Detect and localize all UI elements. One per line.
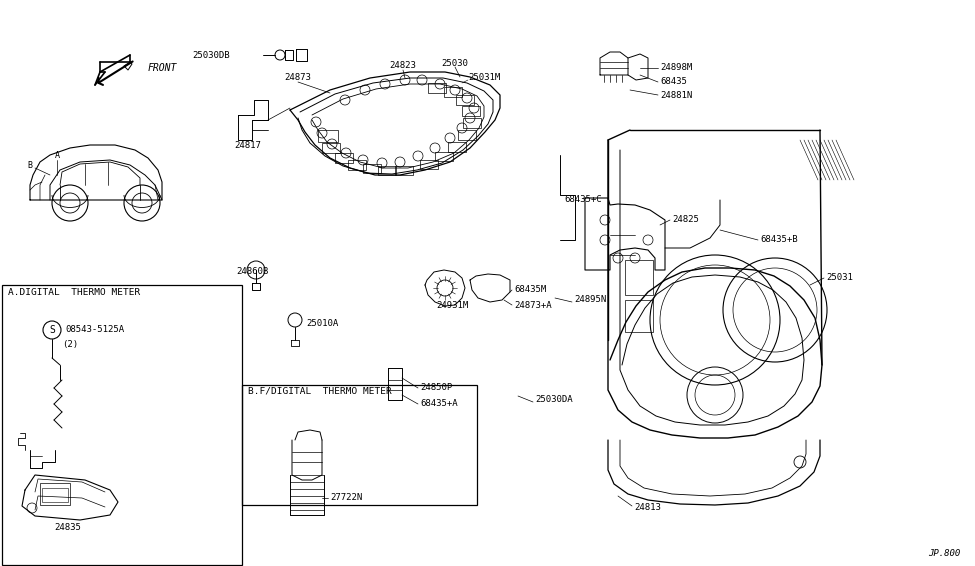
Bar	[40, 483, 70, 505]
Text: 25010A: 25010A	[306, 319, 338, 328]
Text: 24817: 24817	[234, 140, 261, 149]
Text: 27722N: 27722N	[330, 494, 363, 503]
Text: 68435M: 68435M	[514, 285, 546, 294]
Bar	[420, 160, 438, 169]
Bar	[462, 106, 480, 116]
Text: FRONT: FRONT	[148, 63, 177, 73]
Bar	[363, 164, 381, 173]
Bar	[625, 300, 653, 332]
Text: A: A	[55, 151, 59, 160]
Bar	[444, 87, 462, 97]
Bar	[318, 130, 338, 142]
Bar	[625, 260, 653, 295]
Text: 25031: 25031	[826, 273, 853, 282]
Text: 24823: 24823	[390, 62, 416, 71]
Text: 24898M: 24898M	[660, 63, 692, 72]
Bar	[463, 118, 481, 128]
Bar	[456, 95, 474, 105]
Text: S: S	[49, 325, 55, 335]
Bar	[378, 166, 396, 175]
Bar	[395, 166, 413, 175]
Text: 68435+A: 68435+A	[420, 400, 457, 409]
Text: 68435: 68435	[660, 78, 686, 87]
Text: B.F/DIGITAL  THERMO METER: B.F/DIGITAL THERMO METER	[248, 387, 392, 396]
Bar	[2, 285, 242, 565]
Bar	[348, 160, 366, 170]
Text: 24873+A: 24873+A	[514, 301, 552, 310]
Bar	[458, 130, 476, 140]
Bar	[242, 385, 477, 505]
Text: 08543-5125A: 08543-5125A	[65, 325, 124, 335]
Bar	[322, 143, 340, 153]
Text: (2): (2)	[62, 341, 78, 349]
Text: 24860B: 24860B	[236, 268, 268, 277]
Text: JP.800: JP.800	[928, 550, 960, 559]
Bar	[435, 152, 453, 161]
Text: 24931M: 24931M	[436, 301, 468, 310]
Text: A.DIGITAL  THERMO METER: A.DIGITAL THERMO METER	[8, 288, 140, 297]
Bar	[428, 83, 446, 93]
Text: 25030DB: 25030DB	[192, 50, 230, 59]
Text: 24825: 24825	[672, 216, 699, 225]
Bar	[335, 153, 353, 163]
Text: 24881N: 24881N	[660, 91, 692, 100]
Text: 25030: 25030	[442, 58, 468, 67]
Text: 24813: 24813	[634, 504, 661, 512]
Text: 25030DA: 25030DA	[535, 396, 572, 405]
Text: 24895N: 24895N	[574, 295, 606, 305]
Text: 68435+B: 68435+B	[760, 235, 798, 245]
Text: 24850P: 24850P	[420, 384, 452, 392]
Text: B: B	[27, 161, 32, 169]
Text: 68435+C: 68435+C	[564, 195, 602, 204]
Text: 24835: 24835	[55, 524, 82, 533]
Text: 24873: 24873	[285, 74, 311, 83]
Bar	[448, 142, 466, 152]
Bar	[42, 488, 68, 502]
Text: 25031M: 25031M	[468, 72, 500, 82]
